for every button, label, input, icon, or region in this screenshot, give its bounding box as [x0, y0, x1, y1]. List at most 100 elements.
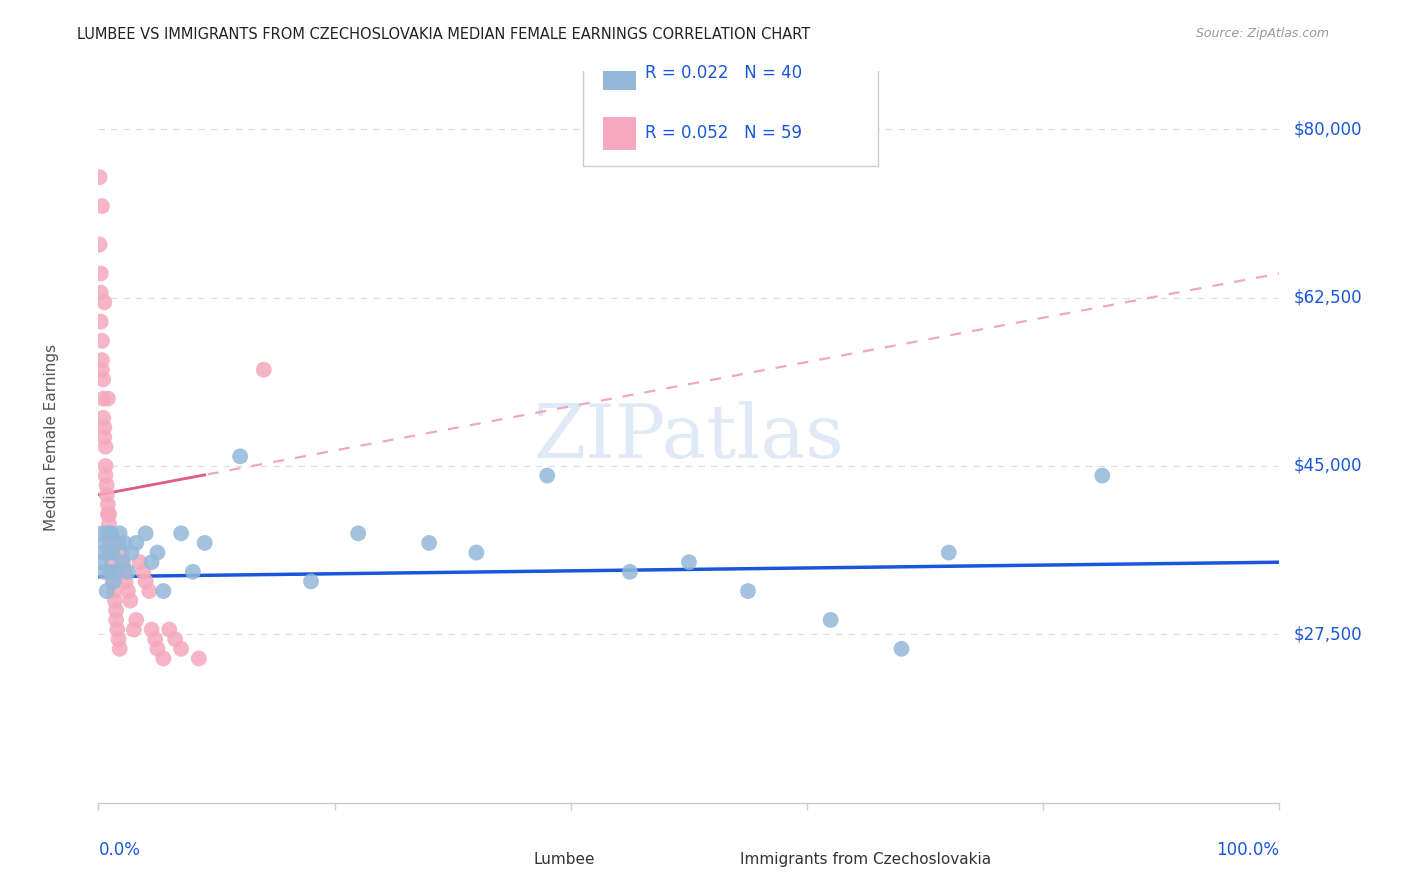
- Point: [108, 526, 131, 541]
- Point: [98, 536, 121, 550]
- FancyBboxPatch shape: [603, 117, 636, 150]
- Point: [96, 584, 118, 599]
- Point: [100, 555, 122, 569]
- Point: [91, 362, 114, 376]
- Point: [418, 536, 440, 550]
- Point: [132, 565, 155, 579]
- Point: [90, 315, 112, 329]
- Point: [146, 641, 169, 656]
- Point: [170, 526, 193, 541]
- Point: [97, 392, 120, 406]
- Point: [91, 334, 114, 348]
- Point: [125, 613, 148, 627]
- Point: [135, 574, 157, 589]
- Point: [98, 507, 121, 521]
- Point: [100, 545, 122, 559]
- Point: [170, 641, 193, 656]
- Text: LUMBEE VS IMMIGRANTS FROM CZECHOSLOVAKIA MEDIAN FEMALE EARNINGS CORRELATION CHAR: LUMBEE VS IMMIGRANTS FROM CZECHOSLOVAKIA…: [77, 27, 811, 42]
- Point: [737, 584, 759, 599]
- Point: [125, 536, 148, 550]
- Point: [105, 603, 128, 617]
- Point: [94, 440, 117, 454]
- Point: [97, 507, 120, 521]
- Point: [103, 584, 125, 599]
- Point: [152, 584, 174, 599]
- Text: 0.0%: 0.0%: [98, 841, 141, 859]
- Point: [94, 468, 117, 483]
- Point: [112, 555, 135, 569]
- Point: [98, 545, 121, 559]
- Point: [105, 613, 128, 627]
- Point: [89, 170, 111, 185]
- Point: [299, 574, 322, 589]
- Point: [105, 565, 128, 579]
- Point: [107, 632, 129, 647]
- Point: [97, 526, 120, 541]
- FancyBboxPatch shape: [700, 846, 730, 874]
- Point: [143, 632, 166, 647]
- Point: [100, 526, 122, 541]
- Point: [90, 285, 112, 300]
- Text: $62,500: $62,500: [1294, 288, 1362, 307]
- Point: [120, 593, 142, 607]
- Point: [98, 526, 121, 541]
- Point: [157, 623, 180, 637]
- Point: [117, 584, 139, 599]
- Point: [890, 641, 912, 656]
- Point: [194, 536, 217, 550]
- Point: [105, 623, 128, 637]
- Text: 100.0%: 100.0%: [1216, 841, 1279, 859]
- Point: [91, 372, 114, 386]
- Point: [111, 555, 134, 569]
- Point: [141, 623, 163, 637]
- Point: [122, 623, 145, 637]
- Point: [91, 199, 114, 213]
- Point: [89, 237, 111, 252]
- Point: [93, 420, 115, 434]
- Point: [619, 565, 641, 579]
- Point: [93, 295, 115, 310]
- Text: R = 0.022   N = 40: R = 0.022 N = 40: [645, 64, 803, 82]
- Point: [229, 450, 252, 464]
- Point: [152, 651, 174, 665]
- Point: [98, 516, 121, 531]
- Point: [101, 565, 124, 579]
- Point: [108, 641, 131, 656]
- Point: [165, 632, 187, 647]
- Point: [112, 565, 135, 579]
- Point: [121, 545, 143, 559]
- Point: [181, 565, 204, 579]
- Text: Source: ZipAtlas.com: Source: ZipAtlas.com: [1195, 27, 1329, 40]
- Point: [107, 536, 129, 550]
- Point: [146, 545, 169, 559]
- Point: [347, 526, 370, 541]
- FancyBboxPatch shape: [582, 61, 877, 167]
- Point: [114, 574, 136, 589]
- Point: [135, 526, 157, 541]
- FancyBboxPatch shape: [603, 57, 636, 90]
- Point: [91, 353, 114, 368]
- Point: [101, 574, 124, 589]
- Point: [253, 362, 276, 376]
- Point: [141, 555, 163, 569]
- Point: [820, 613, 842, 627]
- Point: [94, 458, 117, 473]
- Point: [91, 526, 114, 541]
- Point: [90, 267, 112, 281]
- Point: [97, 498, 120, 512]
- Point: [90, 555, 112, 569]
- Point: [91, 410, 114, 425]
- Point: [96, 488, 118, 502]
- Point: [187, 651, 209, 665]
- Point: [138, 584, 160, 599]
- Point: [93, 565, 115, 579]
- Point: [101, 545, 124, 559]
- Point: [96, 478, 118, 492]
- Point: [94, 536, 117, 550]
- Point: [938, 545, 960, 559]
- Point: [465, 545, 488, 559]
- Point: [1091, 468, 1114, 483]
- Text: Immigrants from Czechoslovakia: Immigrants from Czechoslovakia: [740, 853, 991, 867]
- Text: R = 0.052   N = 59: R = 0.052 N = 59: [645, 124, 803, 142]
- Point: [104, 593, 127, 607]
